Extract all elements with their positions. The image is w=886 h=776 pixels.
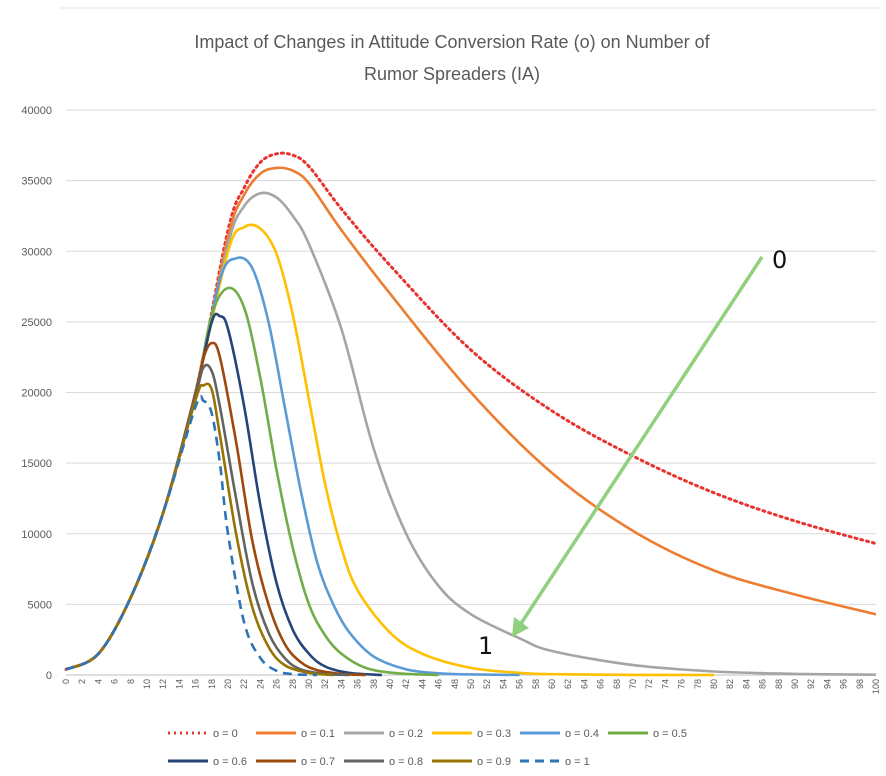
x-tick-label: 64 (579, 679, 589, 689)
x-tick-label: 70 (628, 679, 638, 689)
x-tick-label: 26 (272, 679, 282, 689)
y-tick-label: 10000 (21, 529, 52, 541)
x-tick-label: 80 (709, 679, 719, 689)
legend-label-7: o = 0.7 (301, 756, 335, 768)
legend-label-10: o = 1 (565, 756, 590, 768)
x-tick-label: 0 (61, 679, 71, 684)
legend-label-4: o = 0.4 (565, 728, 599, 740)
x-tick-label: 90 (790, 679, 800, 689)
x-tick-label: 84 (741, 679, 751, 689)
x-tick-label: 100 (871, 679, 881, 694)
legend-label-5: o = 0.5 (653, 728, 687, 740)
trend-arrow-head (512, 617, 529, 637)
x-tick-label: 66 (596, 679, 606, 689)
x-tick-label: 4 (93, 679, 103, 684)
legend-label-0: o = 0 (213, 728, 238, 740)
y-tick-label: 0 (46, 670, 52, 682)
legend: o = 0 o = 0.1 o = 0.2 o = 0.3 o = 0.4 o = 0.5… (168, 728, 687, 768)
x-tick-label: 32 (320, 679, 330, 689)
x-tick-label: 76 (677, 679, 687, 689)
x-tick-label: 72 (644, 679, 654, 689)
y-tick-label: 5000 (28, 599, 52, 611)
y-tick-label: 30000 (21, 246, 52, 258)
y-tick-label: 40000 (21, 105, 52, 117)
x-tick-label: 62 (563, 679, 573, 689)
chart-title-line-2: Rumor Spreaders (IA) (364, 64, 540, 84)
x-tick-label: 12 (158, 679, 168, 689)
x-tick-label: 16 (191, 679, 201, 689)
x-tick-label: 78 (693, 679, 703, 689)
legend-label-2: o = 0.2 (389, 728, 423, 740)
legend-label-3: o = 0.3 (477, 728, 511, 740)
x-tick-label: 8 (126, 679, 136, 684)
x-tick-label: 48 (450, 679, 460, 689)
x-tick-label: 14 (174, 679, 184, 689)
y-tick-label: 35000 (21, 176, 52, 188)
x-tick-label: 74 (660, 679, 670, 689)
annotation-label-end: 1 (478, 632, 493, 660)
x-tick-label: 68 (612, 679, 622, 689)
x-tick-label: 96 (839, 679, 849, 689)
x-tick-label: 44 (417, 679, 427, 689)
x-tick-label: 92 (806, 679, 816, 689)
x-tick-label: 52 (482, 679, 492, 689)
x-tick-label: 10 (142, 679, 152, 689)
x-tick-label: 50 (466, 679, 476, 689)
x-tick-label: 94 (822, 679, 832, 689)
x-tick-label: 6 (110, 679, 120, 684)
annotation-label-start: 0 (772, 246, 787, 274)
x-tick-label: 42 (401, 679, 411, 689)
x-tick-label: 60 (547, 679, 557, 689)
x-tick-label: 34 (336, 679, 346, 689)
x-tick-label: 98 (855, 679, 865, 689)
x-tick-label: 18 (207, 679, 217, 689)
annotations: 01 (478, 246, 787, 660)
x-tick-label: 20 (223, 679, 233, 689)
x-tick-label: 88 (774, 679, 784, 689)
legend-label-9: o = 0.9 (477, 756, 511, 768)
x-tick-label: 54 (498, 679, 508, 689)
series-lines (64, 151, 878, 677)
x-tick-label: 2 (77, 679, 87, 684)
x-tick-label: 58 (531, 679, 541, 689)
x-tick-label: 24 (255, 679, 265, 689)
legend-label-1: o = 0.1 (301, 728, 335, 740)
x-tick-label: 28 (288, 679, 298, 689)
y-tick-label: 20000 (21, 388, 52, 400)
trend-arrow-shaft (518, 256, 764, 626)
chart-title-line-1: Impact of Changes in Attitude Conversion… (194, 32, 710, 52)
x-tick-label: 22 (239, 679, 249, 689)
x-tick-label: 30 (304, 679, 314, 689)
x-tick-label: 40 (385, 679, 395, 689)
x-axis-ticks: 0 2 4 6 8 10 12 14 16 18 20 22 24 26 28 30 32 34 36 38 40 42 4… (61, 679, 881, 694)
legend-label-8: o = 0.8 (389, 756, 423, 768)
x-tick-label: 46 (434, 679, 444, 689)
legend-label-6: o = 0.6 (213, 756, 247, 768)
x-tick-label: 86 (758, 679, 768, 689)
x-tick-label: 36 (353, 679, 363, 689)
y-tick-label: 15000 (21, 458, 52, 470)
y-tick-label: 25000 (21, 317, 52, 329)
x-tick-label: 56 (515, 679, 525, 689)
x-tick-label: 38 (369, 679, 379, 689)
x-tick-label: 82 (725, 679, 735, 689)
series-line-10 (65, 395, 318, 677)
y-axis-ticks: 0 5000 10000 15000 20000 25000 30000 35000 40000 (21, 105, 52, 682)
